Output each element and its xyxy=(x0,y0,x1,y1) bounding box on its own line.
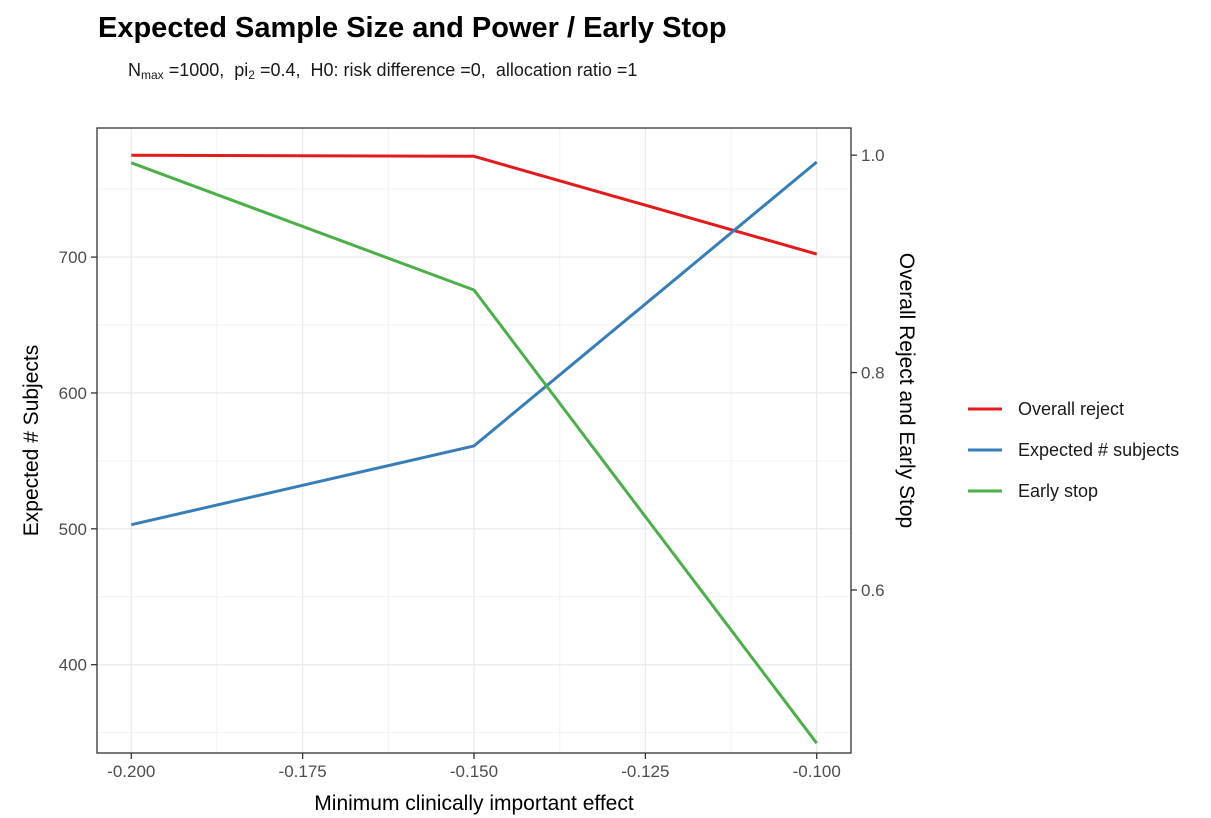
series-line-1 xyxy=(130,160,818,527)
allocation-text: allocation ratio =1 xyxy=(495,60,638,80)
x-tick-label: -0.100 xyxy=(793,762,841,781)
x-tick-label: -0.175 xyxy=(279,762,327,781)
nmax-value: =1000, xyxy=(168,60,225,80)
chart-title: Expected Sample Size and Power / Early S… xyxy=(98,12,727,44)
series-line-0 xyxy=(131,153,818,256)
legend: Overall reject Expected # subjects Early s… xyxy=(968,399,1179,501)
x-tick-label: -0.200 xyxy=(107,762,155,781)
y-left-tick-label: 600 xyxy=(59,384,87,403)
series-line-2 xyxy=(130,161,818,745)
y-right-tick-label: 0.8 xyxy=(861,364,885,383)
y-axis-right-title: Overall Reject and Early Stop xyxy=(895,253,918,528)
x-axis-title: Minimum clinically important effect xyxy=(314,792,634,815)
tick-labels: -0.200 -0.175 -0.150 -0.125 -0.100 400 500 600 7… xyxy=(59,146,885,781)
legend-label-0: Overall reject xyxy=(1018,399,1124,419)
series-lines xyxy=(130,153,818,745)
y-right-tick-label: 0.6 xyxy=(861,581,885,600)
x-tick-label: -0.125 xyxy=(621,762,669,781)
pi-label: pi xyxy=(234,60,249,80)
y-left-tick-label: 400 xyxy=(59,656,87,675)
nmax-label: N xyxy=(128,60,141,80)
x-tick-label: -0.150 xyxy=(450,762,498,781)
h0-text: H0: risk difference =0, xyxy=(310,60,486,80)
y-left-tick-label: 500 xyxy=(59,520,87,539)
y-left-tick-label: 700 xyxy=(59,248,87,267)
y-right-tick-label: 1.0 xyxy=(861,146,885,165)
y-axis-left-title: Expected # Subjects xyxy=(20,345,43,536)
legend-label-2: Early stop xyxy=(1018,481,1098,501)
major-gridlines xyxy=(97,128,851,753)
nmax-subscript: max xyxy=(141,68,164,82)
legend-label-1: Expected # subjects xyxy=(1018,440,1179,460)
pi-value: =0.4, xyxy=(259,60,301,80)
axis-ticks xyxy=(91,154,857,759)
chart-subtitle: Nmax =1000, pi2 =0.4, H0: risk differenc… xyxy=(128,60,637,82)
pi-subscript: 2 xyxy=(248,68,255,82)
